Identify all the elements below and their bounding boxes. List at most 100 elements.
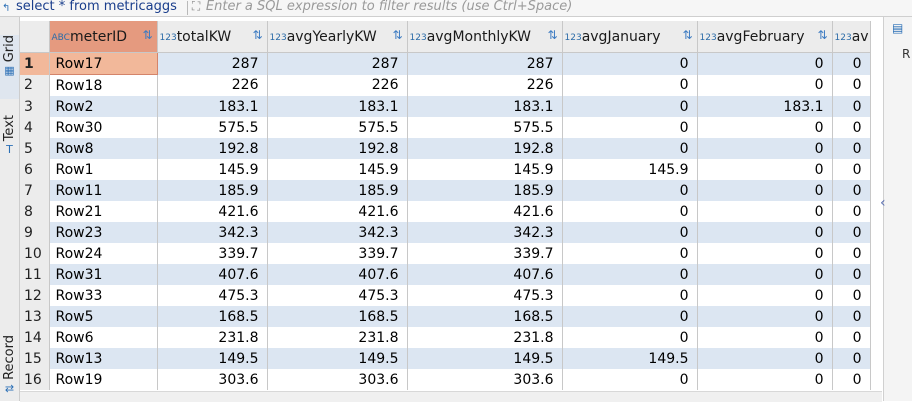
row-number[interactable]: 2 (20, 74, 50, 96)
table-cell[interactable]: 421.6 (267, 201, 408, 222)
table-cell[interactable]: Row19 (49, 369, 158, 390)
table-cell[interactable]: 0 (562, 74, 698, 96)
table-cell[interactable]: Row31 (49, 264, 158, 285)
table-cell[interactable]: 0 (832, 180, 871, 201)
table-cell[interactable]: 303.6 (407, 369, 563, 390)
table-row[interactable]: 8 Row21 421.6 421.6 421.6 0 0 0 (20, 201, 871, 222)
tab-text[interactable]: Text T (0, 115, 19, 165)
table-cell[interactable]: Row1 (49, 159, 158, 180)
table-cell[interactable]: 231.8 (267, 327, 408, 348)
table-cell[interactable]: 0 (832, 138, 871, 159)
sort-filter-icon[interactable]: ⇅ (252, 28, 263, 42)
table-cell[interactable]: 183.1 (407, 96, 563, 117)
table-cell[interactable]: 0 (562, 327, 698, 348)
table-cell[interactable]: 575.5 (157, 117, 268, 138)
table-cell[interactable]: 0 (697, 52, 833, 75)
table-cell[interactable]: 0 (697, 74, 833, 96)
table-cell[interactable]: Row5 (49, 306, 158, 327)
table-cell[interactable]: 421.6 (407, 201, 563, 222)
table-cell[interactable]: 185.9 (157, 180, 268, 201)
table-cell[interactable]: 0 (832, 264, 871, 285)
table-row[interactable]: 16 Row19 303.6 303.6 303.6 0 0 0 (20, 369, 871, 390)
table-cell[interactable]: 0 (562, 285, 698, 306)
table-row[interactable]: 9 Row23 342.3 342.3 342.3 0 0 0 (20, 222, 871, 243)
table-cell[interactable]: 0 (832, 117, 871, 138)
table-cell[interactable]: 0 (832, 327, 871, 348)
table-cell[interactable]: 0 (697, 369, 833, 390)
table-cell[interactable]: Row18 (49, 74, 158, 96)
table-row[interactable]: 1 Row17 287 287 287 0 0 0 (20, 52, 871, 75)
table-cell[interactable]: 407.6 (267, 264, 408, 285)
table-row[interactable]: 14 Row6 231.8 231.8 231.8 0 0 0 (20, 327, 871, 348)
table-cell[interactable]: 0 (697, 243, 833, 264)
table-cell[interactable]: 0 (697, 348, 833, 369)
row-number[interactable]: 10 (20, 243, 50, 264)
row-number[interactable]: 11 (20, 264, 50, 285)
horizontal-scrollbar[interactable] (20, 391, 882, 402)
row-number[interactable]: 15 (20, 348, 50, 369)
table-cell[interactable]: 475.3 (157, 285, 268, 306)
column-header-1[interactable]: 123totalKW ⇅ (157, 21, 268, 53)
table-cell[interactable]: Row13 (49, 348, 158, 369)
column-header-5[interactable]: 123avgFebruary ⇅ (697, 21, 833, 53)
table-cell[interactable]: Row17 (48, 52, 158, 75)
table-cell[interactable]: 145.9 (407, 159, 563, 180)
table-cell[interactable]: 0 (562, 243, 698, 264)
row-number[interactable]: 3 (20, 96, 50, 117)
table-cell[interactable]: 192.8 (267, 138, 408, 159)
table-cell[interactable]: 0 (697, 201, 833, 222)
table-cell[interactable]: 575.5 (407, 117, 563, 138)
row-number[interactable]: 9 (20, 222, 50, 243)
table-cell[interactable]: 0 (832, 243, 871, 264)
table-cell[interactable]: 145.9 (157, 159, 268, 180)
table-cell[interactable]: 183.1 (267, 96, 408, 117)
column-header-2[interactable]: 123avgYearlyKW ⇅ (267, 21, 408, 53)
table-cell[interactable]: 192.8 (157, 138, 268, 159)
column-header-0[interactable]: ABCmeterID ⇅ (49, 21, 158, 53)
row-number[interactable]: 14 (20, 327, 50, 348)
row-number[interactable]: 12 (20, 285, 50, 306)
table-cell[interactable]: Row6 (49, 327, 158, 348)
table-row[interactable]: 10 Row24 339.7 339.7 339.7 0 0 0 (20, 243, 871, 264)
table-cell[interactable]: 185.9 (267, 180, 408, 201)
table-row[interactable]: 13 Row5 168.5 168.5 168.5 0 0 0 (20, 306, 871, 327)
table-cell[interactable]: 303.6 (157, 369, 268, 390)
table-cell[interactable]: Row21 (49, 201, 158, 222)
table-cell[interactable]: 0 (562, 96, 698, 117)
table-cell[interactable]: 192.8 (407, 138, 563, 159)
sort-filter-icon[interactable]: ⇅ (547, 28, 558, 42)
table-cell[interactable]: 226 (407, 74, 563, 96)
table-row[interactable]: 6 Row1 145.9 145.9 145.9 145.9 0 0 (20, 159, 871, 180)
table-cell[interactable]: 575.5 (267, 117, 408, 138)
table-cell[interactable]: 342.3 (267, 222, 408, 243)
column-header-6[interactable]: 123av (832, 21, 871, 53)
table-cell[interactable]: 149.5 (562, 348, 698, 369)
table-cell[interactable]: 0 (697, 138, 833, 159)
table-cell[interactable]: 0 (562, 369, 698, 390)
sort-filter-icon[interactable]: ⇅ (817, 28, 828, 42)
table-cell[interactable]: 0 (832, 222, 871, 243)
table-cell[interactable]: 149.5 (407, 348, 563, 369)
results-grid[interactable]: ABCmeterID ⇅ 123totalKW ⇅ 123avgYearlyKW ⇅ 123… (20, 21, 882, 391)
table-cell[interactable]: 0 (562, 52, 698, 75)
table-row[interactable]: 5 Row8 192.8 192.8 192.8 0 0 0 (20, 138, 871, 159)
table-cell[interactable]: 0 (697, 327, 833, 348)
table-cell[interactable]: 342.3 (157, 222, 268, 243)
filter-icon[interactable]: ⛶ (191, 0, 201, 13)
table-cell[interactable]: 168.5 (157, 306, 268, 327)
panel-icon[interactable]: ▤ (892, 21, 904, 35)
table-cell[interactable]: 0 (832, 369, 871, 390)
table-cell[interactable]: 0 (562, 138, 698, 159)
table-cell[interactable]: 183.1 (157, 96, 268, 117)
table-cell[interactable]: Row23 (49, 222, 158, 243)
table-cell[interactable]: 0 (832, 74, 871, 96)
table-cell[interactable]: 185.9 (407, 180, 563, 201)
table-row[interactable]: 15 Row13 149.5 149.5 149.5 149.5 0 0 (20, 348, 871, 369)
table-cell[interactable]: 475.3 (407, 285, 563, 306)
table-cell[interactable]: 168.5 (407, 306, 563, 327)
table-cell[interactable]: Row30 (49, 117, 158, 138)
table-cell[interactable]: 0 (697, 117, 833, 138)
sort-filter-icon[interactable]: ⇅ (682, 28, 693, 42)
table-cell[interactable]: 0 (562, 117, 698, 138)
column-header-4[interactable]: 123avgJanuary ⇅ (562, 21, 698, 53)
